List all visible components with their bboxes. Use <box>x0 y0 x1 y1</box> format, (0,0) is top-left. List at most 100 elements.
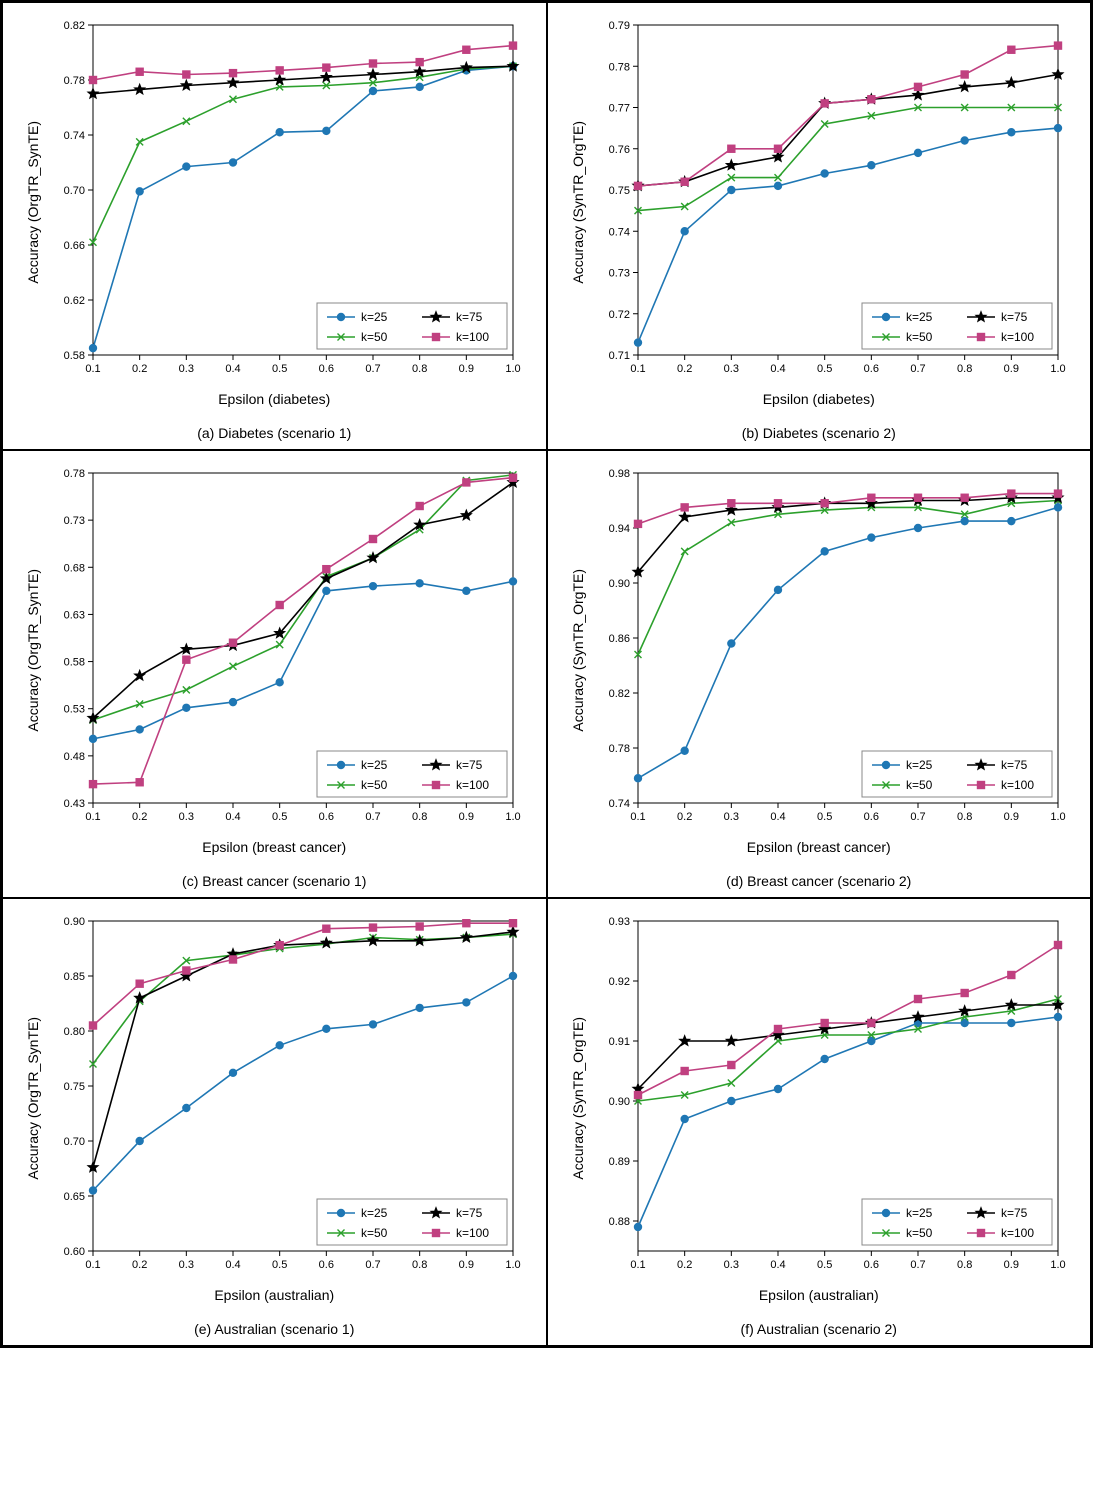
subplot-a: Accuracy (OrgTR_SynTE)0.580.620.660.700.… <box>2 2 547 450</box>
svg-text:0.53: 0.53 <box>64 704 85 716</box>
svg-text:0.6: 0.6 <box>863 363 878 375</box>
caption-c: (c) Breast cancer (scenario 1) <box>182 873 366 889</box>
svg-text:0.1: 0.1 <box>86 1259 101 1271</box>
caption-b: (b) Diabetes (scenario 2) <box>742 425 896 441</box>
svg-text:0.7: 0.7 <box>366 811 381 823</box>
svg-text:0.9: 0.9 <box>1003 1259 1018 1271</box>
svg-text:k=75: k=75 <box>1001 310 1028 324</box>
subplot-b: Accuracy (SynTR_OrgTE)0.710.720.730.740.… <box>547 2 1092 450</box>
svg-text:0.58: 0.58 <box>64 657 85 669</box>
svg-text:0.7: 0.7 <box>910 1259 925 1271</box>
svg-text:0.58: 0.58 <box>64 350 85 362</box>
svg-text:0.4: 0.4 <box>226 363 241 375</box>
svg-text:k=50: k=50 <box>906 330 933 344</box>
svg-text:0.6: 0.6 <box>319 1259 334 1271</box>
plot-area-e: 0.600.650.700.750.800.850.900.10.20.30.4… <box>45 911 523 1285</box>
svg-text:0.2: 0.2 <box>132 363 147 375</box>
svg-text:0.77: 0.77 <box>608 103 629 115</box>
xlabel-d: Epsilon (breast cancer) <box>747 839 891 855</box>
svg-text:0.90: 0.90 <box>608 578 629 590</box>
svg-text:0.4: 0.4 <box>226 811 241 823</box>
svg-text:0.79: 0.79 <box>608 20 629 32</box>
svg-text:0.91: 0.91 <box>608 1036 629 1048</box>
plot-area-d: 0.740.780.820.860.900.940.980.10.20.30.4… <box>590 463 1068 837</box>
svg-text:0.70: 0.70 <box>64 1136 85 1148</box>
svg-text:0.6: 0.6 <box>863 811 878 823</box>
svg-text:k=100: k=100 <box>456 778 489 792</box>
svg-text:0.9: 0.9 <box>459 363 474 375</box>
ylabel-c: Accuracy (OrgTR_SynTE) <box>25 569 41 732</box>
svg-text:0.7: 0.7 <box>910 811 925 823</box>
svg-text:k=25: k=25 <box>361 758 388 772</box>
caption-a: (a) Diabetes (scenario 1) <box>197 425 351 441</box>
svg-text:1.0: 1.0 <box>506 811 521 823</box>
svg-text:0.76: 0.76 <box>608 144 629 156</box>
plot-wrap-c: Accuracy (OrgTR_SynTE) 0.43 0.48 0.53 0.58 0.… <box>25 463 523 837</box>
caption-f: (f) Australian (scenario 2) <box>741 1321 897 1337</box>
svg-text:0.6: 0.6 <box>319 363 334 375</box>
svg-text:0.74: 0.74 <box>608 226 629 238</box>
plot-d-svg: 0.740.780.820.860.900.940.980.10.20.30.4… <box>590 463 1068 837</box>
svg-text:0.86: 0.86 <box>608 633 629 645</box>
svg-text:k=25: k=25 <box>361 1206 388 1220</box>
xlabel-f: Epsilon (australian) <box>759 1287 879 1303</box>
svg-text:0.1: 0.1 <box>86 363 101 375</box>
svg-text:0.4: 0.4 <box>770 363 785 375</box>
svg-text:0.4: 0.4 <box>770 1259 785 1271</box>
svg-text:0.9: 0.9 <box>1003 363 1018 375</box>
figure-grid: Accuracy (OrgTR_SynTE) 0.58 0.62 0.66 0.70 0.… <box>0 0 1093 1348</box>
subplot-d: Accuracy (SynTR_OrgTE)0.740.780.820.860.… <box>547 450 1092 898</box>
plot-wrap-e: Accuracy (OrgTR_SynTE)0.600.650.700.750.… <box>25 911 523 1285</box>
svg-text:0.1: 0.1 <box>630 1259 645 1271</box>
svg-text:0.5: 0.5 <box>817 1259 832 1271</box>
svg-text:0.8: 0.8 <box>412 363 427 375</box>
svg-text:0.5: 0.5 <box>817 811 832 823</box>
svg-text:0.74: 0.74 <box>64 130 85 142</box>
svg-text:0.3: 0.3 <box>723 811 738 823</box>
svg-text:0.78: 0.78 <box>608 743 629 755</box>
ylabel-e: Accuracy (OrgTR_SynTE) <box>25 1017 41 1180</box>
svg-text:0.5: 0.5 <box>272 1259 287 1271</box>
svg-text:0.94: 0.94 <box>608 523 629 535</box>
svg-text:0.66: 0.66 <box>64 240 85 252</box>
svg-text:0.2: 0.2 <box>132 811 147 823</box>
svg-text:0.9: 0.9 <box>459 1259 474 1271</box>
plot-area-b: 0.710.720.730.740.750.760.770.780.790.10… <box>590 15 1068 389</box>
svg-text:0.75: 0.75 <box>608 185 629 197</box>
svg-text:0.8: 0.8 <box>957 811 972 823</box>
svg-text:0.7: 0.7 <box>366 1259 381 1271</box>
subplot-f: Accuracy (SynTR_OrgTE)0.880.890.900.910.… <box>547 898 1092 1346</box>
svg-text:0.90: 0.90 <box>608 1096 629 1108</box>
svg-text:0.70: 0.70 <box>64 185 85 197</box>
svg-text:0.63: 0.63 <box>64 609 85 621</box>
svg-text:0.6: 0.6 <box>863 1259 878 1271</box>
xlabel-b: Epsilon (diabetes) <box>763 391 875 407</box>
svg-text:k=50: k=50 <box>361 330 388 344</box>
svg-text:0.48: 0.48 <box>64 751 85 763</box>
svg-text:0.3: 0.3 <box>179 363 194 375</box>
ylabel-f: Accuracy (SynTR_OrgTE) <box>570 1017 586 1180</box>
svg-text:k=75: k=75 <box>1001 758 1028 772</box>
svg-text:0.3: 0.3 <box>723 1259 738 1271</box>
svg-text:0.62: 0.62 <box>64 295 85 307</box>
svg-text:0.71: 0.71 <box>608 350 629 362</box>
svg-text:0.92: 0.92 <box>608 976 629 988</box>
plot-area-f: 0.880.890.900.910.920.930.10.20.30.40.50… <box>590 911 1068 1285</box>
svg-text:k=100: k=100 <box>1001 1226 1034 1240</box>
caption-e: (e) Australian (scenario 1) <box>194 1321 354 1337</box>
svg-text:0.8: 0.8 <box>957 363 972 375</box>
svg-text:k=75: k=75 <box>456 310 483 324</box>
svg-text:0.82: 0.82 <box>608 688 629 700</box>
svg-text:1.0: 1.0 <box>506 363 521 375</box>
svg-text:k=50: k=50 <box>361 1226 388 1240</box>
svg-text:0.8: 0.8 <box>412 811 427 823</box>
plot-e-svg: 0.600.650.700.750.800.850.900.10.20.30.4… <box>45 911 523 1285</box>
svg-text:0.85: 0.85 <box>64 971 85 983</box>
svg-text:0.43: 0.43 <box>64 798 85 810</box>
svg-text:0.3: 0.3 <box>723 363 738 375</box>
svg-text:0.82: 0.82 <box>64 20 85 32</box>
plot-wrap-f: Accuracy (SynTR_OrgTE)0.880.890.900.910.… <box>570 911 1068 1285</box>
plot-area-a: 0.580.620.660.700.740.780.820.10.20.30.4… <box>45 15 523 389</box>
svg-text:0.98: 0.98 <box>608 468 629 480</box>
subplot-e: Accuracy (OrgTR_SynTE)0.600.650.700.750.… <box>2 898 547 1346</box>
